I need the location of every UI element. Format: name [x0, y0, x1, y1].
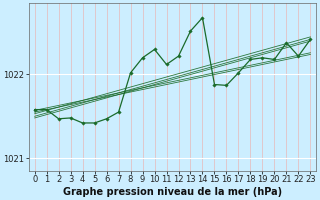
X-axis label: Graphe pression niveau de la mer (hPa): Graphe pression niveau de la mer (hPa) — [63, 187, 282, 197]
